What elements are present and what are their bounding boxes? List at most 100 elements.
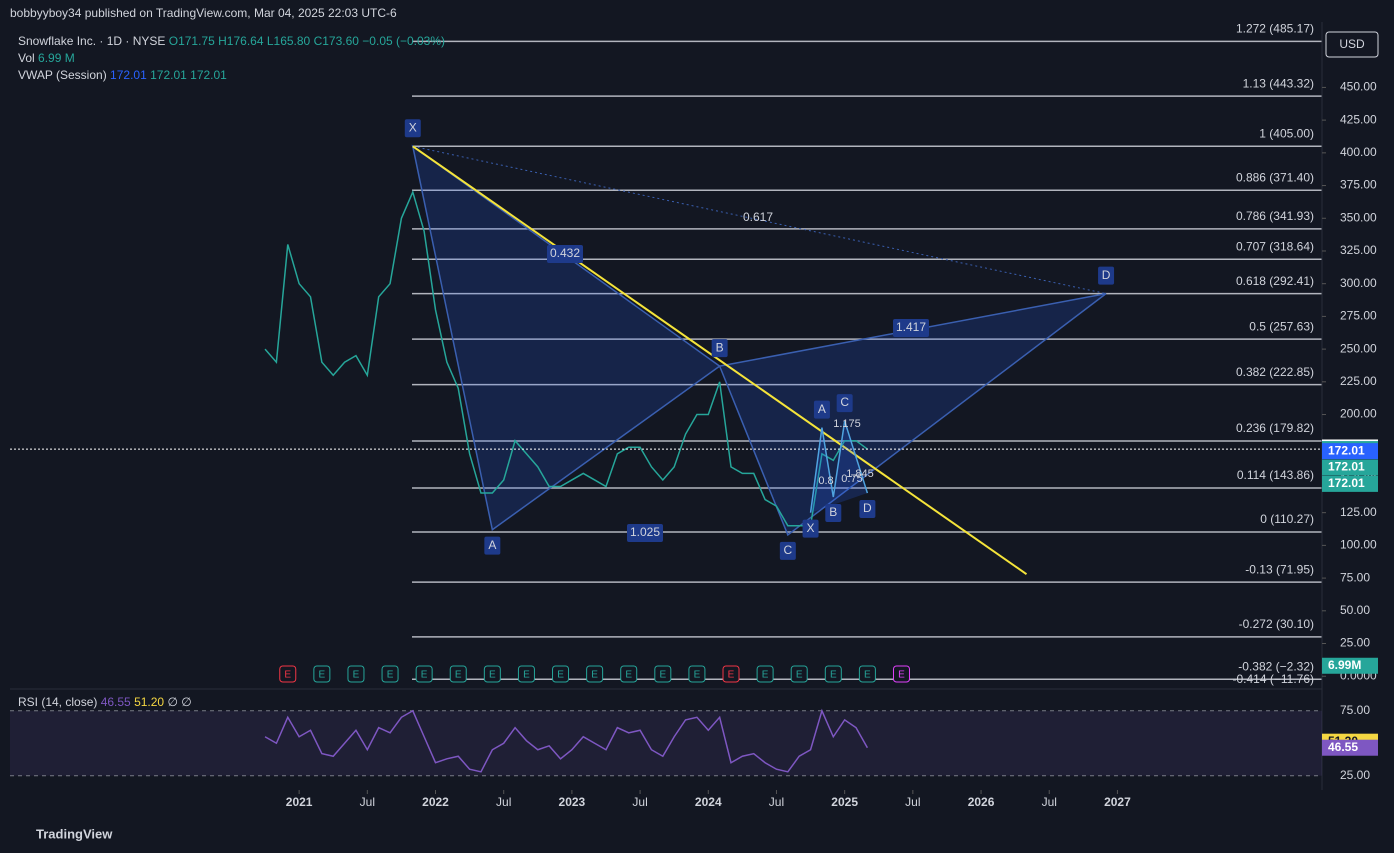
earnings-label: E: [319, 670, 326, 681]
earnings-icon: [790, 665, 808, 683]
pattern-point-badge: [484, 536, 501, 555]
rsi-tick-label: 75.00: [1340, 703, 1370, 717]
pattern-point-badge: [859, 500, 876, 519]
fib-label: -0.13 (71.95): [1245, 562, 1314, 576]
change: −0.05 (−0.03%): [362, 34, 445, 48]
y-tick-label: 200.00: [1340, 407, 1377, 421]
pattern-point-label: B: [716, 340, 724, 354]
price-tag-label: 172.01: [1328, 460, 1365, 474]
pattern-point-badge: [1098, 266, 1115, 285]
pattern-point-label: X: [409, 120, 417, 134]
y-tick-label: 100.00: [1340, 538, 1377, 552]
earnings-icon: [313, 665, 331, 683]
price-tag: [1322, 739, 1378, 756]
y-tick-label: 25.00: [1340, 636, 1370, 650]
small-pattern: [809, 420, 869, 513]
pattern-point-label: C: [783, 543, 792, 557]
earnings-label: E: [455, 670, 462, 681]
earnings-icon: [483, 665, 501, 683]
pattern-point-badge: [779, 541, 796, 560]
fib-label: 0.236 (179.82): [1236, 421, 1314, 435]
x-tick-label: Jul: [769, 795, 784, 809]
price-pane: 1.272 (485.17) 1.13 (443.32) 1 (405.00) 0.8…: [10, 22, 1322, 686]
pattern-point-label: X: [807, 521, 815, 535]
pattern-point-badge: [836, 394, 853, 413]
rsi-value: 46.55: [101, 695, 131, 709]
earnings-icon: [586, 665, 604, 683]
rsi-band: [10, 710, 1322, 776]
price-tag: [1322, 657, 1378, 674]
ratio-label: 0.617: [743, 210, 773, 224]
fib-label: 0.786 (341.93): [1236, 209, 1314, 223]
y-tick-label: 75.00: [1340, 570, 1370, 584]
trendline: [412, 145, 1028, 575]
small-ratio-label: 1.175: [833, 418, 861, 430]
earnings-icon: [552, 665, 570, 683]
y-tick-label: 350.00: [1340, 210, 1377, 224]
x-tick-label: 2027: [1104, 795, 1131, 809]
price-tag: [1322, 459, 1378, 476]
ratio-label: 1.025: [630, 525, 660, 539]
pattern-point-label: A: [818, 402, 826, 416]
fib-label: 0.5 (257.63): [1249, 319, 1314, 333]
pattern-point-label: D: [863, 501, 872, 515]
fib-label: 1 (405.00): [1259, 126, 1314, 140]
rsi-legend: RSI (14, close) 46.55 51.20 ∅ ∅: [18, 695, 192, 709]
x-tick-label: 2026: [968, 795, 995, 809]
earnings-icon: [824, 665, 842, 683]
earnings-label: E: [353, 670, 360, 681]
x-tick-label: Jul: [632, 795, 647, 809]
y-tick-label: 50.00: [1340, 603, 1370, 617]
rsi-line: [264, 708, 869, 773]
pattern-xd: [412, 145, 1107, 295]
vwap-label: VWAP (Session): [18, 68, 107, 82]
open: O171.75: [169, 34, 215, 48]
earnings-icon: [279, 665, 297, 683]
earnings-label: E: [387, 670, 394, 681]
x-tick-label: Jul: [360, 795, 375, 809]
pattern-point-badge: [711, 339, 728, 358]
x-tick-label: Jul: [496, 795, 511, 809]
fib-label: 0.618 (292.41): [1236, 274, 1314, 288]
vol-label: Vol: [18, 51, 35, 65]
earnings-label: E: [523, 670, 530, 681]
earnings-label: E: [284, 670, 291, 681]
pattern-point-label: D: [1102, 268, 1111, 282]
close: C173.60: [314, 34, 360, 48]
earnings-label: E: [694, 670, 701, 681]
low: L165.80: [267, 34, 311, 48]
earnings-label: E: [591, 670, 598, 681]
small-ratio-label: 0.8: [818, 475, 833, 487]
pattern-point-label: A: [488, 538, 496, 552]
pattern-point-badge: [404, 119, 421, 138]
y-tick-label: 275.00: [1340, 309, 1377, 323]
earnings-icon: [415, 665, 433, 683]
earnings-label: E: [762, 670, 769, 681]
x-tick-label: 2023: [559, 795, 586, 809]
earnings-label: E: [557, 670, 564, 681]
footer-brand: TradingView: [36, 826, 113, 841]
earnings-icon: [381, 665, 399, 683]
earnings-label: E: [659, 670, 666, 681]
currency-button[interactable]: [1325, 31, 1379, 58]
volume: Vol 6.99 M: [18, 51, 75, 65]
fib-label: 0.382 (222.85): [1236, 365, 1314, 379]
x-tick-label: Jul: [1042, 795, 1057, 809]
ratio-badge: [627, 524, 663, 542]
earnings-icon: [722, 665, 740, 683]
rsi-ma: 51.20: [134, 695, 164, 709]
y-tick-label: 375.00: [1340, 178, 1377, 192]
vwap-value: 172.01: [110, 68, 147, 82]
currency[interactable]: USD: [1339, 37, 1365, 51]
vwap-value: 172.01: [190, 68, 227, 82]
ratio-label: 0.432: [550, 246, 580, 260]
y-tick-label: 425.00: [1340, 112, 1377, 126]
earnings-icon: [449, 665, 467, 683]
x-tick-label: 2024: [695, 795, 722, 809]
ratio-label: 1.417: [896, 320, 926, 334]
pattern-point-label: B: [829, 505, 837, 519]
y-tick-label: 400.00: [1340, 145, 1377, 159]
y-tick-label: 125.00: [1340, 505, 1377, 519]
x-tick-label: 2021: [286, 795, 313, 809]
earnings-icon: [620, 665, 638, 683]
